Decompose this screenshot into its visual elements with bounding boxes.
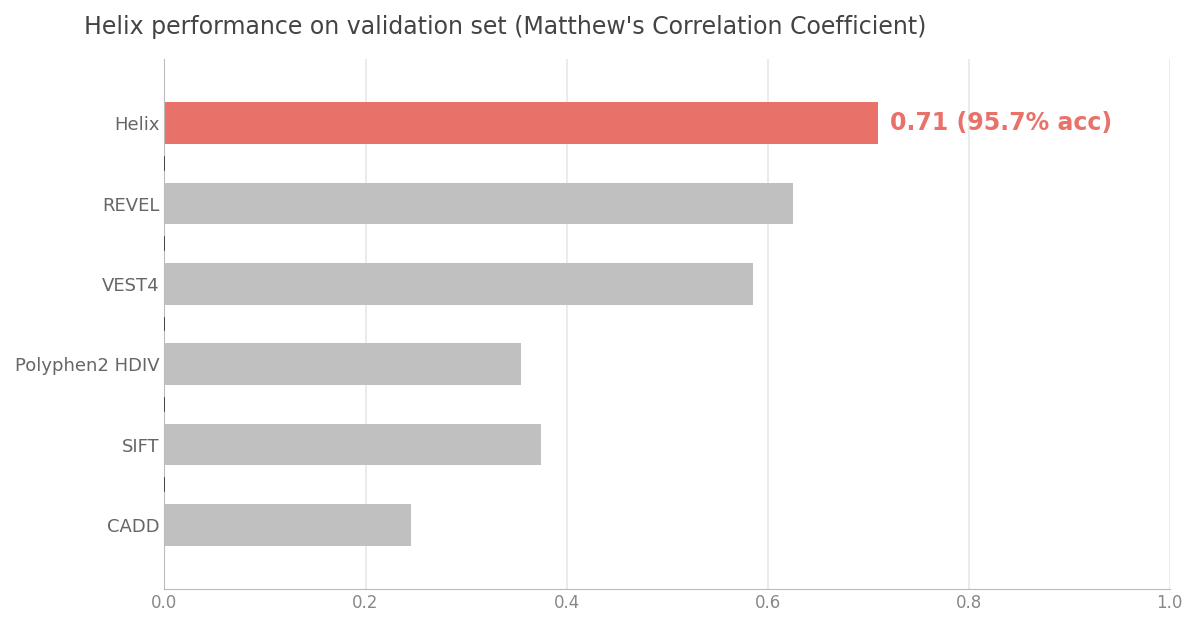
Bar: [164, 182, 793, 224]
Bar: [164, 504, 411, 545]
Bar: [164, 424, 541, 465]
Bar: [164, 263, 752, 305]
Bar: [164, 102, 878, 144]
Text: 0.71 (95.7% acc): 0.71 (95.7% acc): [890, 111, 1113, 135]
Text: Helix performance on validation set (Matthew's Correlation Coefficient): Helix performance on validation set (Mat…: [84, 15, 926, 39]
Bar: [164, 344, 521, 385]
